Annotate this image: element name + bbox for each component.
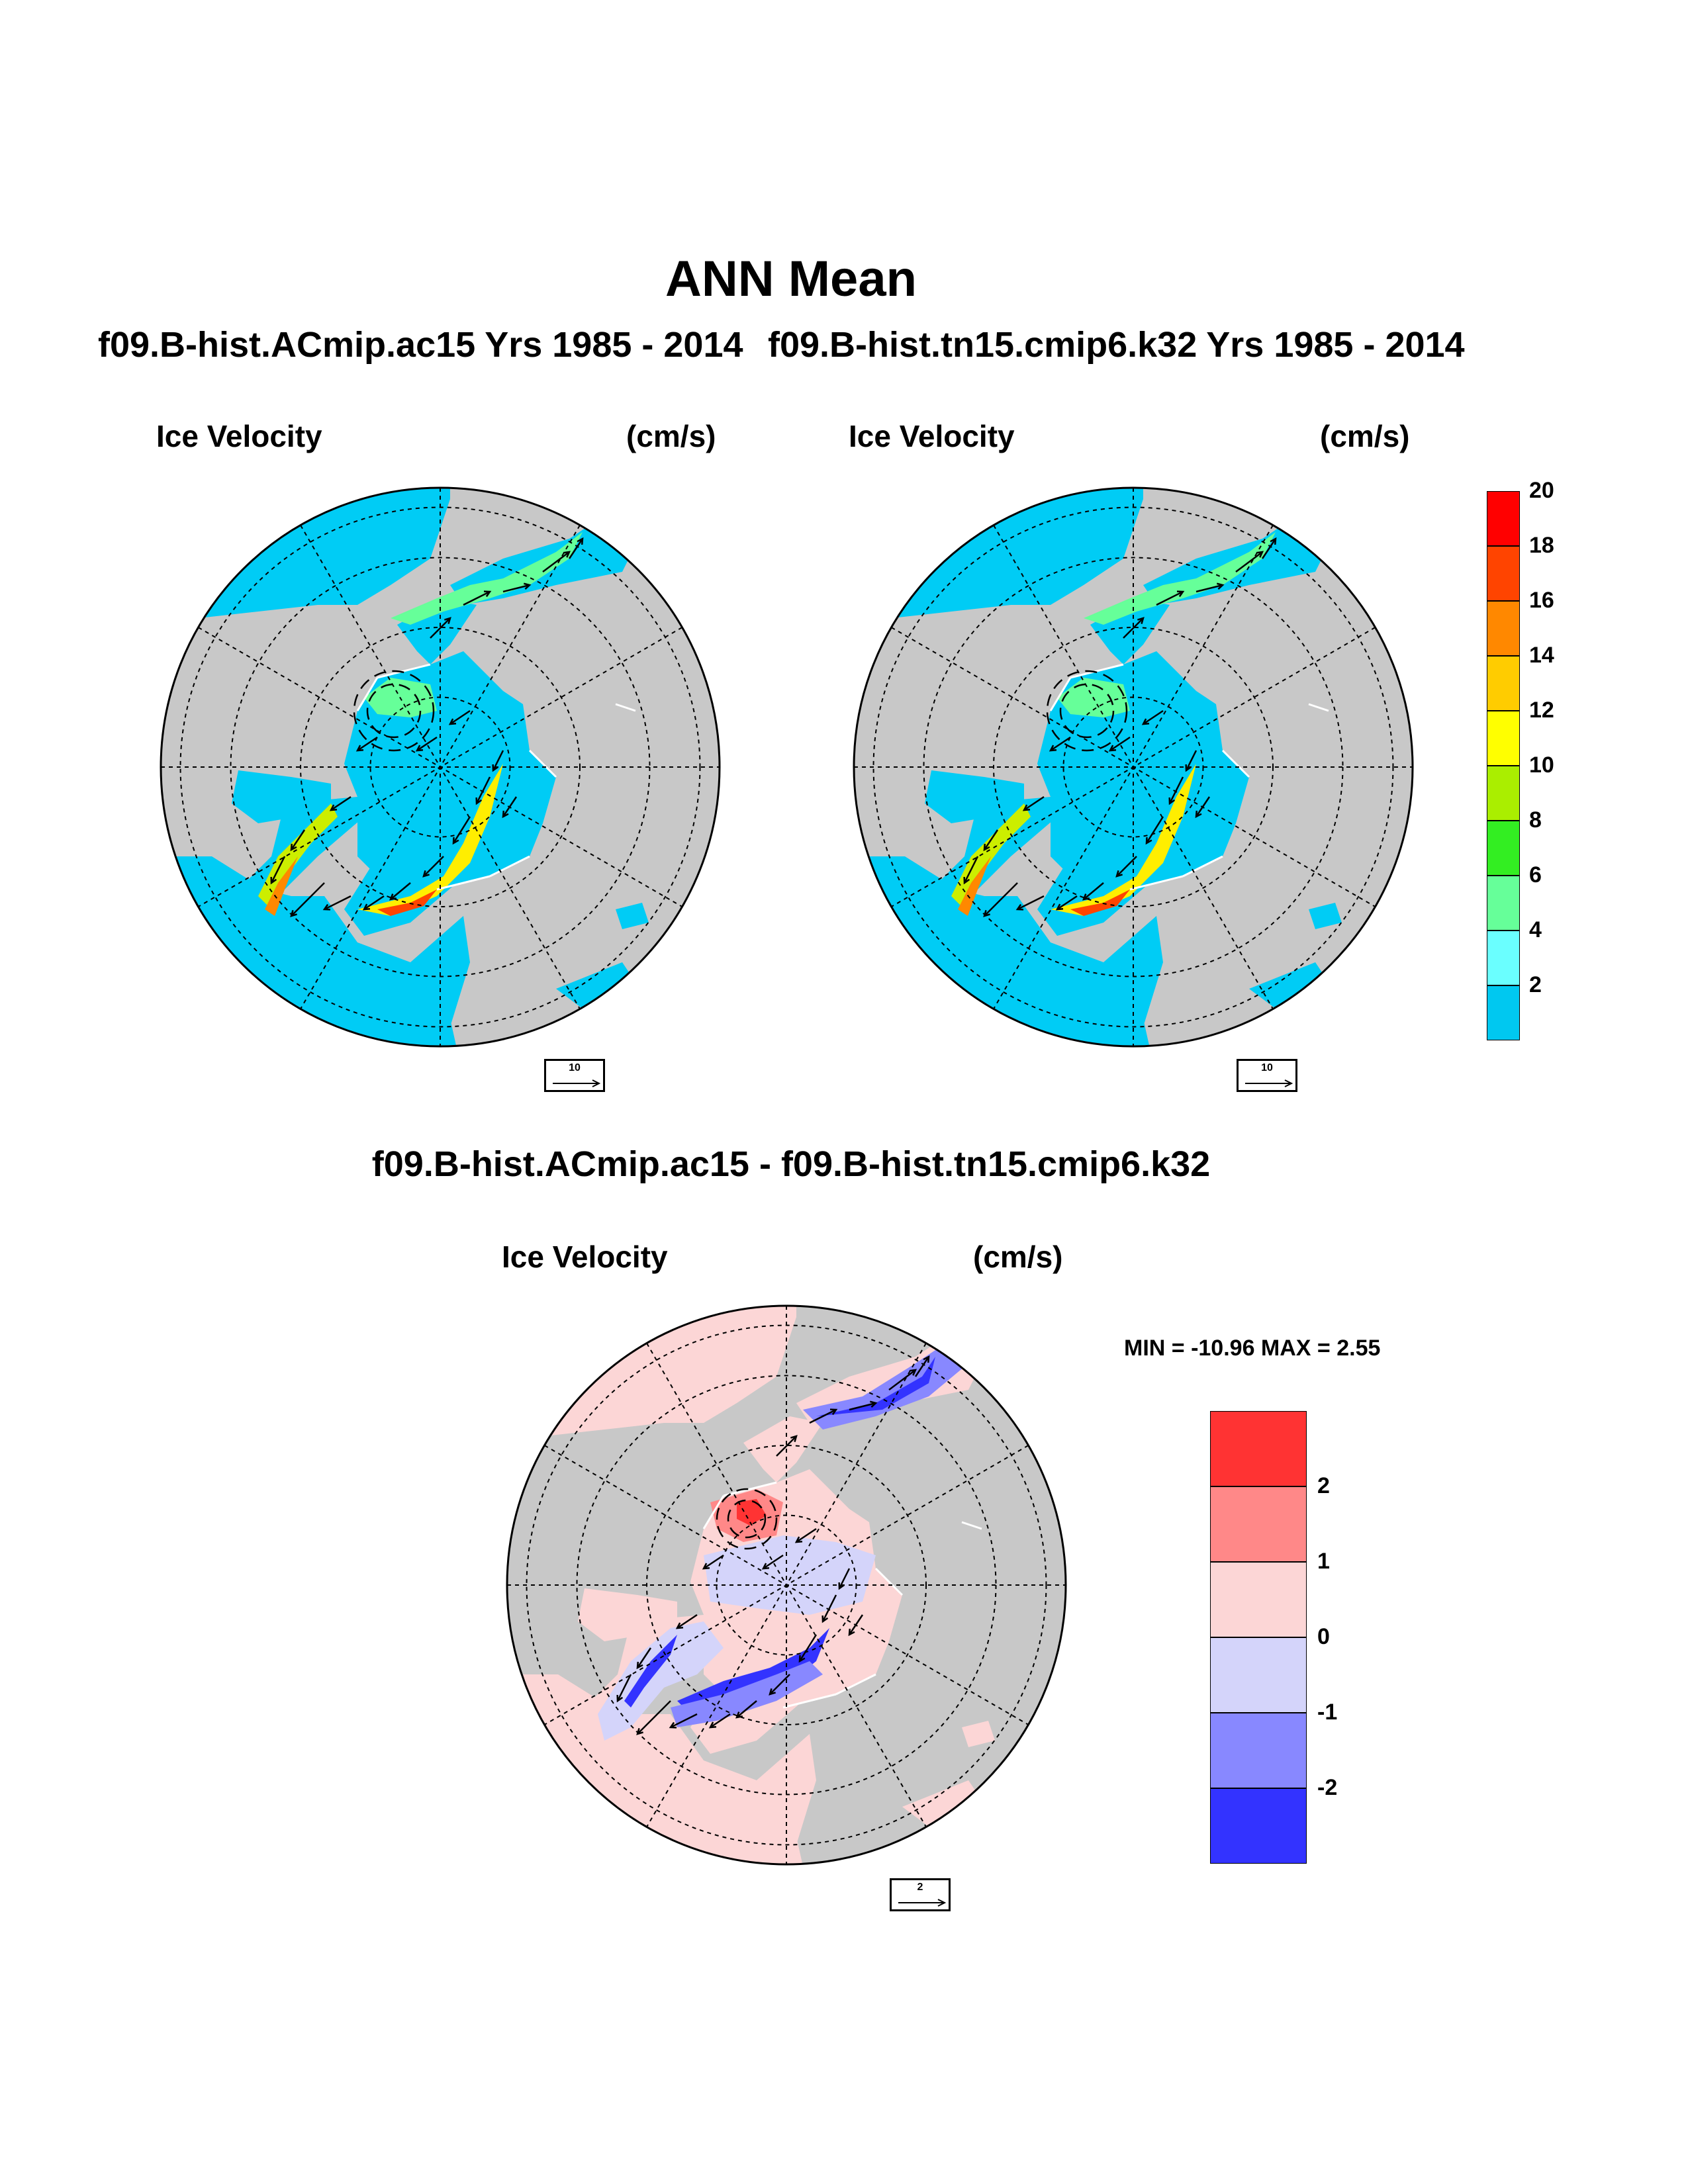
colorbar-swatch xyxy=(1487,655,1520,711)
left-polar-map xyxy=(160,486,721,1048)
mediterranean xyxy=(1249,962,1329,1009)
right-arrow-icon xyxy=(1245,1079,1293,1087)
lat-lon-grid xyxy=(161,488,720,1046)
bering-ice-band xyxy=(391,532,583,625)
map-boundary xyxy=(506,1304,1067,1866)
main-colorbar xyxy=(1487,491,1520,1040)
colorbar-tick-label: 0 xyxy=(1317,1624,1330,1649)
colorbar-tick-label: 10 xyxy=(1529,752,1554,778)
right-reference-vector: 10 xyxy=(1237,1059,1297,1092)
caspian xyxy=(962,1721,995,1747)
min-max-readout: MIN = -10.96 MAX = 2.55 xyxy=(1124,1336,1381,1361)
fram-core xyxy=(377,889,437,916)
mediterranean xyxy=(902,1780,982,1827)
coastline-highlights xyxy=(356,663,636,891)
map-boundary xyxy=(160,486,721,1048)
diff-var-label: Ice Velocity xyxy=(502,1240,668,1274)
colorbar-swatch xyxy=(1210,1637,1307,1713)
colorbar-tick-label: 1 xyxy=(1317,1549,1330,1574)
colorbar-swatch xyxy=(1210,1411,1307,1487)
coastline-highlights xyxy=(1049,663,1329,891)
left-var-label: Ice Velocity xyxy=(156,419,322,453)
colorbar-swatch xyxy=(1210,1486,1307,1563)
colorbar-swatch xyxy=(1210,1788,1307,1864)
fram-ice-band xyxy=(1051,764,1196,916)
colorbar-tick-label: 8 xyxy=(1529,807,1542,833)
fram-ice-band xyxy=(357,764,503,916)
left-units-label: (cm/s) xyxy=(626,419,716,453)
colorbar-swatch xyxy=(1487,600,1520,657)
colorbar-swatch xyxy=(1487,710,1520,766)
diff-reference-vector: 2 xyxy=(890,1878,951,1911)
right-polar-map xyxy=(853,486,1414,1048)
fram-neg-band xyxy=(671,1661,823,1727)
arctic-neg-light xyxy=(704,1535,876,1615)
colorbar-tick-label: 2 xyxy=(1529,972,1542,997)
diff-units-label: (cm/s) xyxy=(973,1240,1063,1274)
colorbar-tick-label: -1 xyxy=(1317,1700,1338,1725)
right-case-title: f09.B-hist.tn15.cmip6.k32 Yrs 1985 - 201… xyxy=(768,325,1465,365)
colorbar-swatch xyxy=(1210,1712,1307,1789)
diff-reference-vector-label: 2 xyxy=(917,1882,923,1893)
fram-neg-core xyxy=(677,1628,829,1714)
velocity-vectors xyxy=(963,537,1277,917)
colorbar-swatch xyxy=(1487,491,1520,547)
colorbar-swatch xyxy=(1487,765,1520,821)
coastline-highlights xyxy=(702,1481,982,1709)
caspian xyxy=(1309,903,1342,929)
left-reference-vector-label: 10 xyxy=(569,1062,581,1073)
baffin-core xyxy=(958,856,991,916)
colorbar-tick-label: 14 xyxy=(1529,643,1554,668)
bering-neg-core xyxy=(816,1357,935,1416)
lat-lon-grid xyxy=(507,1306,1066,1864)
colorbar-tick-label: 4 xyxy=(1529,917,1542,942)
colorbar-swatch xyxy=(1487,875,1520,931)
baffin-neg-light xyxy=(598,1621,724,1741)
map-boundary xyxy=(853,486,1414,1048)
baffin-core xyxy=(265,856,298,916)
colorbar-tick-label: 6 xyxy=(1529,862,1542,887)
colorbar-tick-label: 20 xyxy=(1529,478,1554,503)
bering-ice-band xyxy=(1084,532,1276,625)
main-title: ANN Mean xyxy=(665,251,917,307)
colorbar-tick-label: 18 xyxy=(1529,533,1554,558)
colorbar-swatch xyxy=(1487,930,1520,986)
colorbar-tick-label: 2 xyxy=(1317,1473,1330,1498)
right-arrow-icon xyxy=(898,1899,947,1907)
colorbar-tick-label: -2 xyxy=(1317,1775,1338,1800)
caspian xyxy=(616,903,649,929)
colorbar-tick-label: 16 xyxy=(1529,588,1554,613)
right-var-label: Ice Velocity xyxy=(849,419,1015,453)
colorbar-swatch xyxy=(1487,985,1520,1040)
left-reference-vector: 10 xyxy=(544,1059,605,1092)
difference-title: f09.B-hist.ACmip.ac15 - f09.B-hist.tn15.… xyxy=(371,1144,1211,1184)
colorbar-swatch xyxy=(1487,545,1520,602)
colorbar-swatch xyxy=(1210,1561,1307,1638)
lat-lon-grid xyxy=(854,488,1413,1046)
right-arrow-icon xyxy=(553,1079,601,1087)
fram-core xyxy=(1070,889,1130,916)
left-case-title: f09.B-hist.ACmip.ac15 Yrs 1985 - 2014 xyxy=(98,325,743,365)
right-units-label: (cm/s) xyxy=(1320,419,1410,453)
mediterranean xyxy=(556,962,635,1009)
velocity-vectors xyxy=(270,537,584,917)
velocity-vectors xyxy=(616,1355,930,1735)
difference-colorbar xyxy=(1210,1411,1307,1864)
colorbar-swatch xyxy=(1487,820,1520,876)
difference-polar-map xyxy=(506,1304,1067,1866)
colorbar-tick-label: 12 xyxy=(1529,698,1554,723)
right-reference-vector-label: 10 xyxy=(1261,1062,1273,1073)
